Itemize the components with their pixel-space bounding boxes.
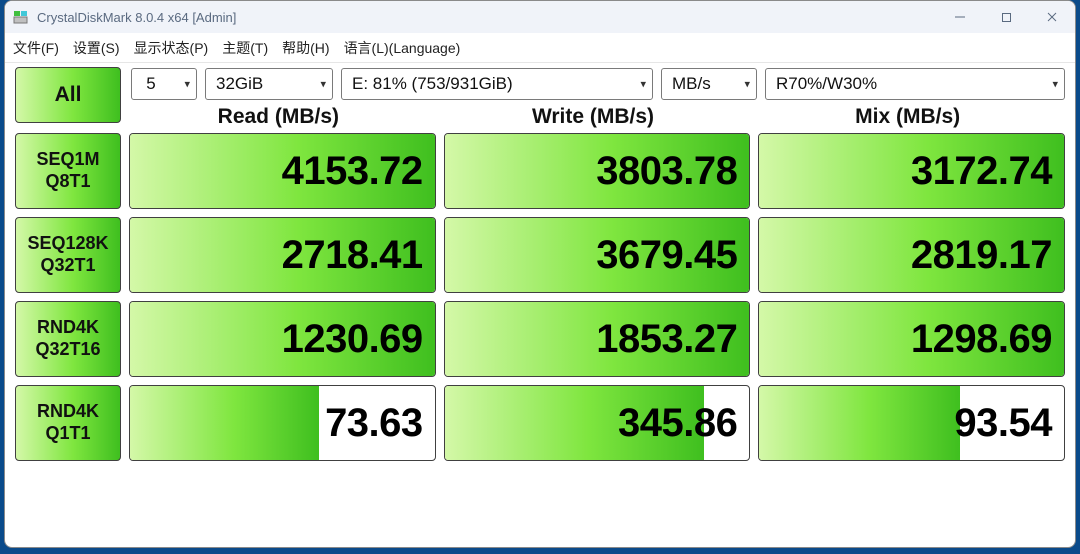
write-cell: 1853.27 [444, 301, 751, 377]
app-window: CrystalDiskMark 8.0.4 x64 [Admin] 文件(F) … [4, 0, 1076, 548]
menu-language[interactable]: 语言(L)(Language) [344, 38, 461, 58]
write-cell: 345.86 [444, 385, 751, 461]
menubar: 文件(F) 设置(S) 显示状态(P) 主题(T) 帮助(H) 语言(L)(La… [5, 33, 1075, 63]
chevron-down-icon: ▾ [320, 78, 326, 91]
score-bar [759, 386, 960, 460]
chevron-down-icon: ▾ [744, 78, 750, 91]
test-label-line2: Q8T1 [45, 171, 90, 193]
read-cell: 4153.72 [129, 133, 436, 209]
run-all-button[interactable]: All [15, 67, 121, 123]
mix-cell: 2819.17 [758, 217, 1065, 293]
chevron-down-icon: ▾ [640, 78, 646, 91]
read-cell: 1230.69 [129, 301, 436, 377]
mix-value: 1298.69 [911, 317, 1052, 362]
profile-select[interactable]: R70%/W30% ▾ [765, 68, 1065, 100]
result-row: RND4KQ1T1 73.63 345.86 93.54 [15, 385, 1065, 461]
result-row: SEQ1MQ8T1 4153.72 3803.78 3172.74 [15, 133, 1065, 209]
read-value: 4153.72 [282, 149, 423, 194]
profile-value: R70%/W30% [776, 74, 877, 94]
menu-settings[interactable]: 设置(S) [73, 38, 120, 58]
menu-theme[interactable]: 主题(T) [222, 38, 268, 58]
write-value: 345.86 [618, 401, 737, 446]
drive-select[interactable]: E: 81% (753/931GiB) ▾ [341, 68, 653, 100]
mix-value: 2819.17 [911, 233, 1052, 278]
drive-value: E: 81% (753/931GiB) [352, 74, 513, 94]
window-title: CrystalDiskMark 8.0.4 x64 [Admin] [37, 10, 236, 25]
write-cell: 3803.78 [444, 133, 751, 209]
toolbar: 5 ▾ 32GiB ▾ E: 81% (753/931GiB) ▾ MB/s ▾… [121, 63, 1075, 105]
test-label-line1: SEQ128K [27, 233, 108, 255]
menu-help[interactable]: 帮助(H) [282, 38, 329, 58]
read-cell: 73.63 [129, 385, 436, 461]
test-button-rnd4k-q1t1[interactable]: RND4KQ1T1 [15, 385, 121, 461]
test-button-rnd4k-q32t16[interactable]: RND4KQ32T16 [15, 301, 121, 377]
results-grid: SEQ1MQ8T14153.723803.783172.74SEQ128KQ32… [5, 133, 1075, 471]
test-label-line2: Q32T16 [35, 339, 100, 361]
read-value: 73.63 [325, 401, 423, 446]
score-bar [130, 386, 319, 460]
read-cell: 2718.41 [129, 217, 436, 293]
unit-value: MB/s [672, 74, 711, 94]
chevron-down-icon: ▾ [184, 78, 190, 91]
mix-cell: 93.54 [758, 385, 1065, 461]
mix-value: 93.54 [954, 401, 1052, 446]
mix-cell: 3172.74 [758, 133, 1065, 209]
column-headers: Read (MB/s) Write (MB/s) Mix (MB/s) [121, 105, 1075, 133]
app-icon [13, 9, 29, 25]
unit-select[interactable]: MB/s ▾ [661, 68, 757, 100]
mix-cell: 1298.69 [758, 301, 1065, 377]
write-value: 1853.27 [596, 317, 737, 362]
mix-value: 3172.74 [911, 149, 1052, 194]
menu-display[interactable]: 显示状态(P) [134, 38, 209, 58]
header-write: Write (MB/s) [436, 105, 751, 129]
read-value: 2718.41 [282, 233, 423, 278]
header-read: Read (MB/s) [121, 105, 436, 129]
test-button-seq1m-q8t1[interactable]: SEQ1MQ8T1 [15, 133, 121, 209]
write-cell: 3679.45 [444, 217, 751, 293]
write-value: 3803.78 [596, 149, 737, 194]
read-value: 1230.69 [282, 317, 423, 362]
size-value: 32GiB [216, 74, 263, 94]
test-label-line1: RND4K [37, 401, 99, 423]
runs-value: 5 [146, 74, 155, 94]
header-mix: Mix (MB/s) [750, 105, 1065, 129]
size-select[interactable]: 32GiB ▾ [205, 68, 333, 100]
minimize-button[interactable] [937, 1, 983, 33]
write-value: 3679.45 [596, 233, 737, 278]
result-row: RND4KQ32T16 1230.69 1853.27 1298.69 [15, 301, 1065, 377]
window-controls [937, 1, 1075, 33]
runs-select[interactable]: 5 ▾ [131, 68, 197, 100]
close-button[interactable] [1029, 1, 1075, 33]
chevron-down-icon: ▾ [1052, 78, 1058, 91]
run-all-label: All [55, 83, 82, 107]
maximize-button[interactable] [983, 1, 1029, 33]
test-label-line2: Q32T1 [40, 255, 95, 277]
titlebar: CrystalDiskMark 8.0.4 x64 [Admin] [5, 1, 1075, 33]
test-label-line2: Q1T1 [45, 423, 90, 445]
test-label-line1: RND4K [37, 317, 99, 339]
test-button-seq128k-q32t1[interactable]: SEQ128KQ32T1 [15, 217, 121, 293]
test-label-line1: SEQ1M [36, 149, 99, 171]
result-row: SEQ128KQ32T1 2718.41 3679.45 2819.17 [15, 217, 1065, 293]
menu-file[interactable]: 文件(F) [13, 38, 59, 58]
